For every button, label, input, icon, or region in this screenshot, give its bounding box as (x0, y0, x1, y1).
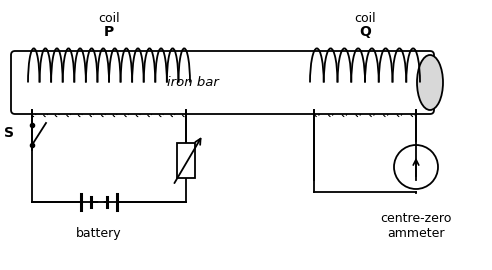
Text: battery: battery (76, 227, 122, 240)
Text: coil: coil (98, 12, 120, 25)
FancyBboxPatch shape (11, 51, 434, 114)
Text: Q: Q (359, 25, 371, 39)
Bar (177, 143, 195, 177)
Ellipse shape (417, 55, 443, 110)
Text: centre-zero
ammeter: centre-zero ammeter (380, 212, 452, 240)
Text: P: P (104, 25, 114, 39)
Text: iron bar: iron bar (167, 76, 218, 89)
Text: coil: coil (354, 12, 376, 25)
Text: S: S (4, 126, 14, 140)
